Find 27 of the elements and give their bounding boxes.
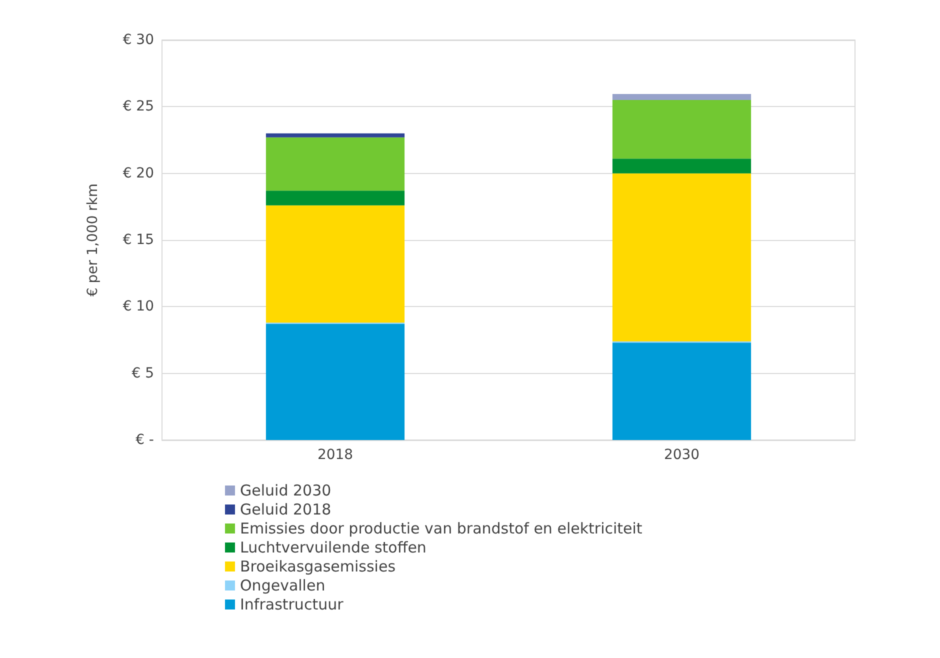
y-tick-label: € 15 [122,232,154,248]
legend-label: Geluid 2030 [240,482,332,500]
legend-label: Broeikasgasemissies [240,558,396,576]
bar [612,342,752,440]
bar [612,173,752,342]
bar [612,158,752,174]
y-tick-label: € 30 [122,32,154,48]
x-tick-label: 2030 [664,447,700,463]
legend-label: Geluid 2018 [240,500,332,518]
bar [266,133,405,138]
bar [266,190,405,206]
y-axis-title: € per 1,000 rkm [85,183,101,297]
bar [266,137,405,191]
legend-label: Luchtvervuilende stoffen [240,538,426,556]
legend-label: Ongevallen [240,576,326,594]
bar [266,324,405,440]
y-tick-label: € 10 [122,298,154,315]
x-tick-label: 2018 [317,447,354,463]
y-tick-label: € 25 [122,98,154,115]
legend-label: Infrastructuur [240,596,344,614]
bar [612,100,752,159]
y-tick-label: € 5 [132,365,154,382]
bar [612,94,752,100]
y-tick-label: € 20 [122,165,154,182]
bar [266,205,405,323]
legend-label: Emissies door productie van brandstof en elektriciteit [240,520,642,538]
y-tick-label: € - [136,432,154,448]
